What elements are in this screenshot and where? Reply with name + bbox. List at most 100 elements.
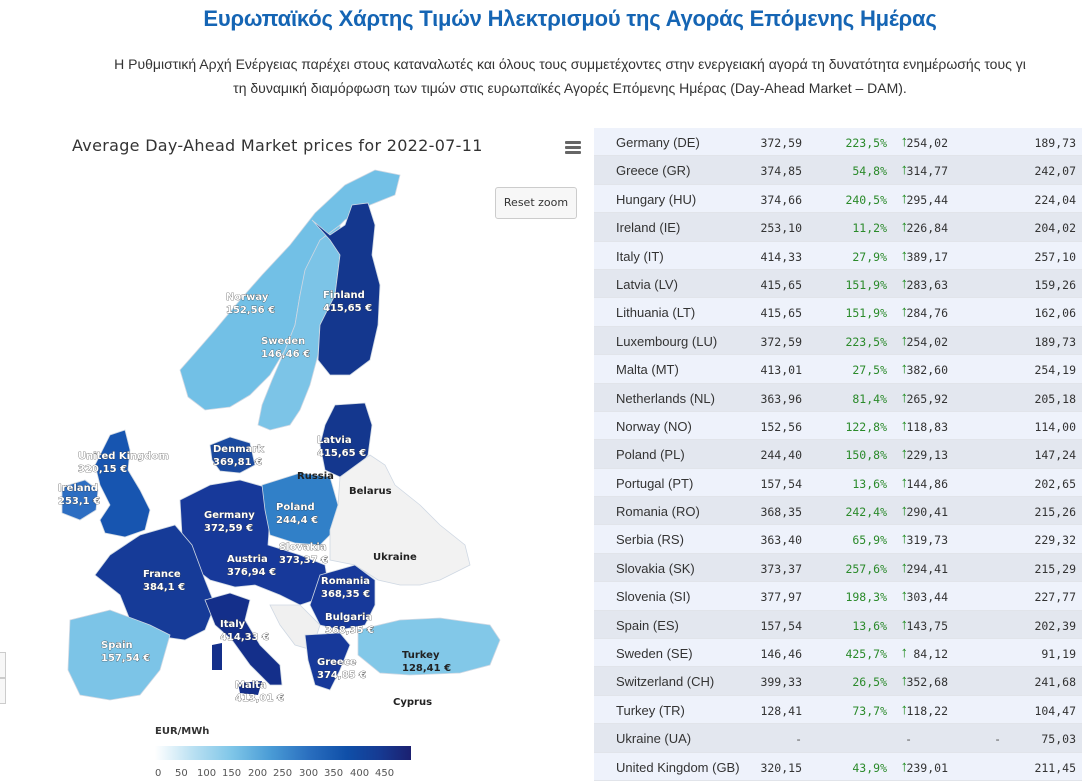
table-row[interactable]: Serbia (RS) 363,40 65,9% ↑ 319,73 229,32	[594, 525, 1082, 554]
price-col4: 254,19	[1034, 363, 1076, 378]
arrow-up-icon: ↑	[900, 246, 909, 264]
table-row[interactable]: Slovenia (SI) 377,97 198,3% ↑ 303,44 227,77	[594, 582, 1082, 611]
label-sweden-name: Sweden	[261, 336, 305, 347]
table-row[interactable]: Netherlands (NL) 363,96 81,4% ↑ 265,92 205,18	[594, 383, 1082, 412]
region-denmark[interactable]	[209, 436, 256, 474]
arrow-up-icon: ↑	[900, 388, 909, 406]
table-row[interactable]: Malta (MT) 413,01 27,5% ↑ 382,60 254,19	[594, 355, 1082, 384]
legend-tick: 350	[324, 768, 344, 779]
table-row[interactable]: Slovakia (SK) 373,37 257,6% ↑ 294,41 215,29	[594, 553, 1082, 583]
region-turkey[interactable]	[357, 617, 501, 676]
legend-tick: 200	[248, 768, 268, 779]
arrow-up-icon: ↑	[900, 644, 909, 662]
table-row[interactable]: Hungary (HU) 374,66 240,5% ↑ 295,44 224,04	[594, 184, 1082, 214]
region-balkans-east[interactable]	[309, 564, 376, 631]
change-percent: 27,9%	[852, 249, 887, 264]
country-name: Germany (DE)	[616, 135, 700, 150]
country-name: Ukraine (UA)	[616, 731, 692, 747]
price-col4: 159,26	[1034, 277, 1076, 292]
europe-map[interactable]: Norway 152,56 € Finland 415,65 € Sweden …	[0, 125, 592, 725]
legend-tick: 150	[222, 768, 242, 779]
arrow-up-icon: ↑	[900, 587, 909, 605]
table-row[interactable]: Spain (ES) 157,54 13,6% ↑ 143,75 202,39	[594, 610, 1082, 640]
table-row[interactable]: Latvia (LV) 415,65 151,9% ↑ 283,63 159,26	[594, 269, 1082, 299]
color-legend-bar	[155, 746, 411, 760]
price-col4: 91,19	[1041, 647, 1076, 662]
change-percent: 240,5%	[845, 192, 887, 207]
region-uk[interactable]	[94, 429, 151, 538]
price-value: 363,40	[760, 533, 802, 548]
change-percent: 27,5%	[852, 363, 887, 378]
change-percent: 242,4%	[845, 505, 887, 520]
table-row[interactable]: Ukraine (UA) - - - 75,03	[594, 724, 1082, 753]
region-ireland[interactable]	[61, 479, 99, 521]
table-row[interactable]: Portugal (PT) 157,54 13,6% ↑ 144,86 202,65	[594, 468, 1082, 498]
label-greece-name: Greece	[317, 657, 357, 668]
table-row[interactable]: Ireland (IE) 253,10 11,2% ↑ 226,84 204,02	[594, 213, 1082, 242]
table-row[interactable]: Romania (RO) 368,35 242,4% ↑ 290,41 215,26	[594, 497, 1082, 526]
region-sardinia[interactable]	[212, 643, 222, 670]
table-row[interactable]: Luxembourg (LU) 372,59 223,5% ↑ 254,02 189,73	[594, 326, 1082, 356]
label-finland-value: 415,65 €	[323, 303, 372, 314]
table-row[interactable]: United Kingdom (GB) 320,15 43,9% ↑ 239,01 211…	[594, 752, 1082, 781]
reset-zoom-button[interactable]: Reset zoom	[495, 187, 577, 219]
price-col3: 303,44	[906, 590, 948, 605]
table-row[interactable]: Switzerland (CH) 399,33 26,5% ↑ 352,68 241,68	[594, 667, 1082, 696]
label-norway-name: Norway	[226, 292, 269, 303]
table-row[interactable]: Greece (GR) 374,85 54,8% ↑ 314,77 242,07	[594, 156, 1082, 185]
table-row[interactable]: Italy (IT) 414,33 27,9% ↑ 389,17 257,10	[594, 241, 1082, 270]
hamburger-menu-icon[interactable]	[565, 141, 581, 155]
label-latvia-value: 415,65 €	[317, 448, 366, 459]
arrow-up-icon: ↑	[900, 218, 909, 236]
price-col3: 295,44	[906, 192, 948, 207]
map-chart[interactable]: Norway 152,56 € Finland 415,65 € Sweden …	[0, 125, 592, 781]
price-value: 399,33	[760, 675, 802, 690]
region-finland[interactable]	[311, 202, 381, 376]
region-poland[interactable]	[261, 472, 339, 546]
price-col4: 229,32	[1034, 533, 1076, 548]
legend-tick: 0	[155, 768, 162, 779]
table-row[interactable]: Poland (PL) 244,40 150,8% ↑ 229,13 147,24	[594, 440, 1082, 469]
label-italy-name: Italy	[220, 619, 246, 630]
table-row[interactable]: Lithuania (LT) 415,65 151,9% ↑ 284,76 162,06	[594, 298, 1082, 327]
price-col3: 143,75	[906, 618, 948, 633]
table-row[interactable]: Sweden (SE) 146,46 425,7% ↑ 84,12 91,19	[594, 639, 1082, 668]
region-iberia[interactable]	[67, 609, 171, 701]
arrow-up-icon: ↑	[900, 274, 909, 292]
arrow-up-icon: ↑	[900, 700, 909, 718]
label-greece-value: 374,85 €	[317, 670, 366, 681]
price-value: 415,65	[760, 277, 802, 292]
price-col4: 204,02	[1034, 221, 1076, 236]
change-percent: 198,3%	[845, 590, 887, 605]
country-name: Lithuania (LT)	[616, 305, 696, 321]
price-value: 320,15	[760, 760, 802, 775]
label-slovakia-value: 373,37 €	[279, 555, 328, 566]
label-sweden-value: 146,46 €	[261, 349, 310, 360]
region-france[interactable]	[94, 524, 216, 641]
region-sicily[interactable]	[238, 681, 262, 695]
price-col4: 215,26	[1034, 505, 1076, 520]
price-col4: 227,77	[1034, 590, 1076, 605]
zoom-in-button[interactable]	[0, 652, 6, 678]
arrow-up-icon: ↑	[900, 558, 909, 576]
country-name: Romania (RO)	[616, 504, 700, 520]
table-row[interactable]: Norway (NO) 152,56 122,8% ↑ 118,83 114,00	[594, 411, 1082, 441]
change-percent: 425,7%	[845, 647, 887, 662]
table-row[interactable]: Turkey (TR) 128,41 73,7% ↑ 118,22 104,47	[594, 695, 1082, 725]
label-poland-value: 244,4 €	[276, 515, 318, 526]
arrow-up-icon: ↑	[900, 502, 909, 520]
label-austria-value: 376,94 €	[227, 567, 276, 578]
country-name: Slovenia (SI)	[616, 589, 691, 605]
price-value: 374,85	[760, 164, 802, 179]
zoom-out-button[interactable]	[0, 678, 6, 704]
region-greece[interactable]	[304, 632, 351, 691]
table-row[interactable]: Germany (DE) 372,59 223,5% ↑ 254,02 189,73	[594, 128, 1082, 157]
label-germany-name: Germany	[204, 510, 255, 521]
region-eastern-europe[interactable]	[329, 454, 471, 586]
change-percent: 13,6%	[852, 476, 887, 491]
label-russia: Russia	[297, 471, 334, 482]
country-name: Luxembourg (LU)	[616, 333, 718, 349]
price-value: 146,46	[760, 647, 802, 662]
region-italy[interactable]	[204, 592, 283, 686]
arrow-up-icon: ↑	[900, 615, 909, 633]
